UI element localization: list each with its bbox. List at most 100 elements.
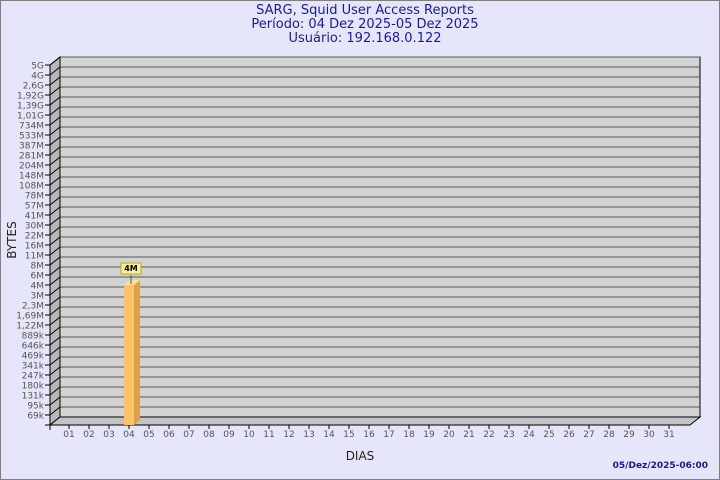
y-tick-label: 889k	[22, 332, 45, 342]
y-tick-label: 646k	[22, 342, 45, 352]
y-tick-label: 6M	[31, 272, 45, 282]
y-tick-diagonal	[49, 316, 61, 326]
x-tick-label: 30	[643, 430, 655, 440]
chart-period: Período: 04 Dez 2025-05 Dez 2025	[251, 17, 479, 32]
y-tick-diagonal	[49, 126, 61, 136]
y-tick-label: 469k	[22, 352, 45, 362]
y-tick-label: 30M	[25, 222, 44, 232]
y-tick-diagonal	[49, 276, 61, 286]
y-tick-diagonal	[49, 76, 61, 86]
y-tick-label: 57M	[25, 202, 44, 212]
y-tick-label: 3M	[31, 292, 45, 302]
y-tick-diagonal	[49, 216, 61, 226]
y-tick-diagonal	[49, 396, 61, 406]
y-tick-label: 1,22M	[16, 322, 44, 332]
y-tick-label: 281M	[19, 152, 44, 162]
y-tick-label: 1,69M	[16, 312, 44, 322]
x-tick-label: 31	[663, 430, 674, 440]
chart-title: SARG, Squid User Access Reports	[256, 3, 474, 18]
x-tick-label: 27	[583, 430, 594, 440]
x-tick-label: 23	[503, 430, 514, 440]
y-tick-label: 108M	[19, 182, 44, 192]
y-tick-label: 95k	[27, 402, 44, 412]
y-axis-label: BYTES	[5, 221, 19, 258]
y-tick-label: 41M	[25, 212, 44, 222]
y-tick-diagonal	[49, 406, 61, 416]
y-tick-label: 148M	[19, 172, 44, 182]
y-tick-diagonal	[49, 266, 61, 276]
y-tick-diagonal	[49, 196, 61, 206]
y-tick-label: 533M	[19, 132, 44, 142]
x-axis-label: DIAS	[346, 449, 375, 463]
y-tick-label: 1,01G	[17, 112, 44, 122]
y-tick-label: 16M	[25, 242, 44, 252]
bar-top	[124, 280, 140, 285]
y-tick-diagonal	[49, 246, 61, 256]
x-tick-label: 03	[103, 430, 114, 440]
y-tick-diagonal	[49, 336, 61, 346]
y-tick-label: 2,6G	[23, 82, 44, 92]
x-tick-label: 20	[443, 430, 455, 440]
plot-floor	[48, 416, 702, 426]
chart-user: Usuário: 192.168.0.122	[288, 31, 442, 46]
x-tick-label: 10	[243, 430, 255, 440]
x-tick-label: 26	[563, 430, 575, 440]
y-tick-label: 5G	[31, 62, 44, 72]
y-tick-label: 11M	[25, 252, 44, 262]
y-tick-label: 78M	[25, 192, 44, 202]
y-tick-diagonal	[49, 236, 61, 246]
y-tick-diagonal	[49, 306, 61, 316]
x-tick-label: 25	[543, 430, 554, 440]
x-tick-label: 18	[403, 430, 415, 440]
y-tick-diagonal	[49, 296, 61, 306]
x-tick-label: 21	[463, 430, 474, 440]
y-tick-label: 1,39G	[17, 102, 44, 112]
y-tick-label: 22M	[25, 232, 44, 242]
y-tick-label: 734M	[19, 122, 44, 132]
x-tick-label: 06	[163, 430, 175, 440]
report-timestamp: 05/Dez/2025-06:00	[612, 461, 708, 471]
x-tick-label: 29	[623, 430, 635, 440]
y-tick-diagonal	[49, 106, 61, 116]
x-tick-label: 24	[523, 430, 535, 440]
y-tick-diagonal	[49, 206, 61, 216]
y-tick-label: 4G	[31, 72, 44, 82]
y-tick-label: 204M	[19, 162, 44, 172]
y-tick-diagonal	[49, 66, 61, 76]
x-tick-label: 07	[183, 430, 194, 440]
y-tick-diagonal	[49, 156, 61, 166]
y-tick-diagonal	[49, 366, 61, 376]
y-tick-diagonal	[49, 136, 61, 146]
x-tick-label: 22	[483, 430, 494, 440]
y-tick-diagonal	[49, 376, 61, 386]
y-tick-diagonal	[49, 356, 61, 366]
y-tick-label: 341k	[22, 362, 45, 372]
y-tick-diagonal	[49, 326, 61, 336]
x-tick-label: 28	[603, 430, 615, 440]
bar-label: 4M	[124, 264, 138, 273]
y-tick-label: 247k	[22, 372, 45, 382]
y-tick-label: 2,3M	[22, 302, 44, 312]
y-tick-diagonal	[49, 386, 61, 396]
y-tick-diagonal	[49, 256, 61, 266]
x-tick-label: 17	[383, 430, 394, 440]
y-tick-diagonal	[49, 176, 61, 186]
bar-side	[134, 280, 140, 425]
x-tick-label: 19	[423, 430, 435, 440]
x-tick-label: 16	[363, 430, 375, 440]
x-tick-label: 15	[343, 430, 354, 440]
x-tick-label: 04	[123, 430, 135, 440]
x-tick-label: 08	[203, 430, 215, 440]
y-tick-diagonal	[49, 146, 61, 156]
y-tick-diagonal	[49, 286, 61, 296]
y-tick-diagonal	[49, 226, 61, 236]
y-tick-label: 8M	[31, 262, 45, 272]
bar-04	[124, 285, 134, 425]
x-tick-label: 12	[283, 430, 294, 440]
x-tick-label: 05	[143, 430, 154, 440]
y-tick-label: 180k	[22, 382, 45, 392]
y-tick-label: 387M	[19, 142, 44, 152]
y-tick-diagonal	[49, 346, 61, 356]
x-tick-label: 14	[323, 430, 335, 440]
